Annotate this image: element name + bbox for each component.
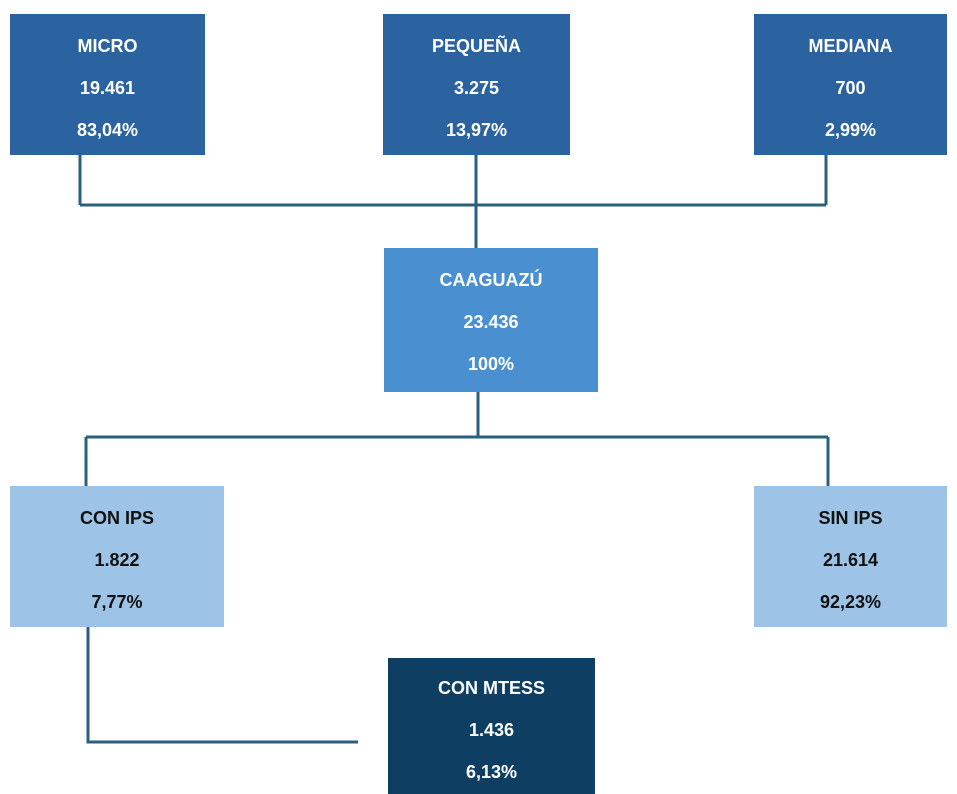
- node-box: CAAGUAZÚ 23.436 100%: [384, 248, 598, 392]
- mid-connector: [84, 392, 830, 486]
- node-percent: 92,23%: [819, 592, 882, 612]
- node-count: 3.275: [453, 78, 500, 98]
- node-label: SIN IPS: [818, 508, 883, 528]
- node-box: MICRO 19.461 83,04%: [10, 14, 205, 155]
- node-box: CON MTESS 1.436 6,13%: [388, 658, 595, 794]
- node-count: 19.461: [79, 78, 136, 98]
- node-count: 1.436: [468, 720, 515, 740]
- node-percent: 2,99%: [824, 120, 877, 140]
- node-label: MEDIANA: [808, 36, 893, 56]
- node-label: MICRO: [77, 36, 138, 56]
- node-label: CAAGUAZÚ: [439, 270, 543, 290]
- node-box: CON IPS 1.822 7,77%: [10, 486, 224, 627]
- node-percent: 6,13%: [465, 762, 518, 782]
- top-connector: [78, 155, 828, 248]
- node-percent: 13,97%: [445, 120, 508, 140]
- node-count: 21.614: [822, 550, 879, 570]
- node-percent: 100%: [467, 354, 515, 374]
- node-box: PEQUEÑA 3.275 13,97%: [383, 14, 570, 155]
- node-box: MEDIANA 700 2,99%: [754, 14, 947, 155]
- node-percent: 83,04%: [76, 120, 139, 140]
- node-percent: 7,77%: [91, 592, 143, 612]
- node-count: 1.822: [94, 550, 140, 570]
- node-count: 23.436: [463, 312, 519, 332]
- node-box: SIN IPS 21.614 92,23%: [754, 486, 947, 627]
- node-label: PEQUEÑA: [431, 36, 521, 56]
- node-label: CON IPS: [79, 508, 154, 528]
- node-count: 700: [835, 78, 866, 98]
- bottom-connector: [86, 627, 358, 744]
- node-label: CON MTESS: [437, 678, 545, 698]
